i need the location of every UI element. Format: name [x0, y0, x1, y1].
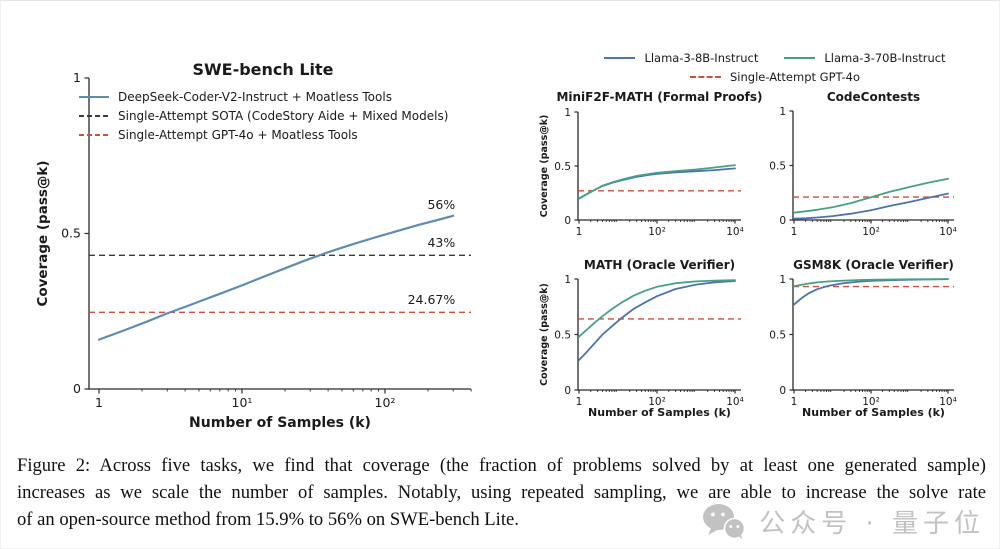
- y-axis-label: Coverage (pass@k): [539, 115, 550, 218]
- y-tick-label: 0: [564, 215, 571, 227]
- series-line: [793, 278, 949, 288]
- annotation: 24.67%: [408, 292, 456, 307]
- chart-swe-bench-lite: 0 0.5 1 1 10¹ 10² 56% 43% 24.67% SWE-bench Lite Nu…: [31, 51, 493, 447]
- x-tick-label: 1: [576, 226, 583, 238]
- chart-title: CodeContests: [827, 90, 920, 104]
- math-oracle-plot: 0 0.5 1 1 10² 10⁴ MATH (Oracle Verifier) Number…: [539, 258, 744, 419]
- x-axis-label: Number of Samples (k): [588, 406, 731, 419]
- x-tick-label: 1: [791, 226, 798, 238]
- annotation: 56%: [427, 197, 455, 212]
- chart-gsm8k-oracle: 0 0.5 1 1 10² 10⁴ GSM8K (Oracle Verifier) Numbe…: [756, 254, 999, 438]
- chart-title: SWE-bench Lite: [192, 60, 333, 79]
- legend-item: Llama-3-70B-Instruct: [784, 50, 946, 65]
- legend-swatch: [604, 56, 636, 59]
- series-line: [578, 280, 736, 361]
- watermark: 公众号 · 量子位: [701, 503, 985, 540]
- x-tick-label: 10²: [375, 395, 396, 410]
- minif2f-math-plot: 0 0.5 1 1 10² 10⁴ MiniF2F-MATH (Formal Proofs)…: [539, 90, 763, 238]
- series-line: [578, 164, 736, 200]
- legend-swatch: [784, 56, 816, 59]
- series-line: [578, 279, 736, 338]
- annotation: 43%: [427, 235, 455, 250]
- gsm8k-oracle-plot: 0 0.5 1 1 10² 10⁴ GSM8K (Oracle Verifier) Numbe…: [769, 258, 957, 419]
- y-tick-label: 1: [779, 106, 786, 118]
- series-line: [793, 192, 949, 220]
- y-tick-label: 1: [564, 107, 571, 119]
- series-line: [97, 214, 455, 341]
- figure-caption: Figure 2: Across five tasks, we find tha…: [17, 452, 986, 533]
- x-tick-label: 1: [791, 396, 798, 408]
- chart-title: MATH (Oracle Verifier): [584, 258, 735, 272]
- y-tick-label: 0: [779, 215, 786, 227]
- y-tick-label: 0: [564, 385, 571, 397]
- watermark-text: 公众号 · 量子位: [759, 509, 985, 539]
- legend-label: Single-Attempt GPT-4o + Moatless Tools: [118, 128, 358, 142]
- y-tick-label: 0.5: [769, 161, 786, 173]
- legend-label: Llama-3-70B-Instruct: [824, 50, 946, 65]
- series-line: [793, 177, 949, 214]
- chart-codecontests: 0 0.5 1 1 10² 10⁴ CodeContests: [756, 84, 999, 248]
- x-axis-label: Number of Samples (k): [189, 415, 371, 431]
- x-axis-label: Number of Samples (k): [802, 406, 945, 419]
- wechat-icon: [703, 504, 746, 540]
- axis-spines: [792, 279, 954, 391]
- chart-title: MiniF2F-MATH (Formal Proofs): [556, 90, 762, 104]
- chart-minif2f-math: 0 0.5 1 1 10² 10⁴ MiniF2F-MATH (Formal Proofs)…: [536, 84, 771, 248]
- x-tick-label: 10⁴: [939, 226, 957, 238]
- legend-label: Llama-3-8B-Instruct: [644, 50, 759, 65]
- chart-math-oracle: 0 0.5 1 1 10² 10⁴ MATH (Oracle Verifier) Number…: [536, 254, 771, 438]
- x-tick-label: 10²: [648, 226, 666, 238]
- legend-label: DeepSeek-Coder-V2-Instruct + Moatless To…: [118, 90, 392, 104]
- shared-legend: Llama-3-8B-Instruct Llama-3-70B-Instruct S…: [549, 49, 999, 85]
- x-tick-label: 1: [576, 396, 583, 408]
- y-tick-label: 0.5: [554, 161, 571, 173]
- y-tick-label: 0.5: [554, 330, 571, 342]
- caption-line: of an open-source method from 15.9% to 5…: [17, 509, 519, 530]
- y-tick-label: 0: [73, 381, 81, 396]
- axis-spines: [577, 112, 741, 221]
- y-tick-label: 1: [564, 274, 571, 286]
- codecontests-plot: 0 0.5 1 1 10² 10⁴ CodeContests: [769, 90, 957, 238]
- swe-bench-lite-plot: 0 0.5 1 1 10¹ 10² 56% 43% 24.67% SWE-bench Lite Nu…: [35, 60, 472, 431]
- legend-label: Single-Attempt SOTA (CodeStory Aide + Mi…: [118, 109, 448, 123]
- x-tick-label: 10¹: [232, 395, 253, 410]
- legend-label: Single-Attempt GPT-4o: [730, 69, 860, 84]
- y-tick-label: 0: [779, 385, 786, 397]
- legend-row: Single-Attempt GPT-4o: [690, 68, 860, 85]
- x-tick-label: 10²: [648, 396, 666, 408]
- axis-spines: [792, 111, 954, 221]
- x-tick-label: 10²: [862, 396, 880, 408]
- x-tick-label: 10²: [862, 226, 880, 238]
- legend-item: Llama-3-8B-Instruct: [604, 51, 758, 65]
- y-tick-label: 0.5: [61, 226, 81, 241]
- y-tick-label: 1: [779, 274, 786, 286]
- y-tick-label: 0.5: [769, 330, 786, 342]
- legend-item: Single-Attempt GPT-4o: [690, 70, 860, 84]
- axis-spines: [88, 78, 471, 390]
- chart-title: GSM8K (Oracle Verifier): [793, 258, 954, 272]
- x-tick-label: 10⁴: [939, 396, 957, 408]
- y-axis-label: Coverage (pass@k): [35, 160, 51, 306]
- x-tick-label: 10⁴: [726, 396, 744, 408]
- caption-line: Figure 2: Across five tasks, we find tha…: [17, 455, 986, 476]
- y-axis-label: Coverage (pass@k): [539, 283, 550, 386]
- y-tick-label: 1: [73, 70, 81, 85]
- caption-line: increases as we scale the number of samp…: [17, 482, 986, 503]
- x-tick-label: 1: [95, 395, 103, 410]
- legend-swatch: [690, 75, 721, 78]
- x-tick-label: 10⁴: [726, 226, 744, 238]
- legend-row: Llama-3-8B-Instruct Llama-3-70B-Instruct: [604, 49, 946, 66]
